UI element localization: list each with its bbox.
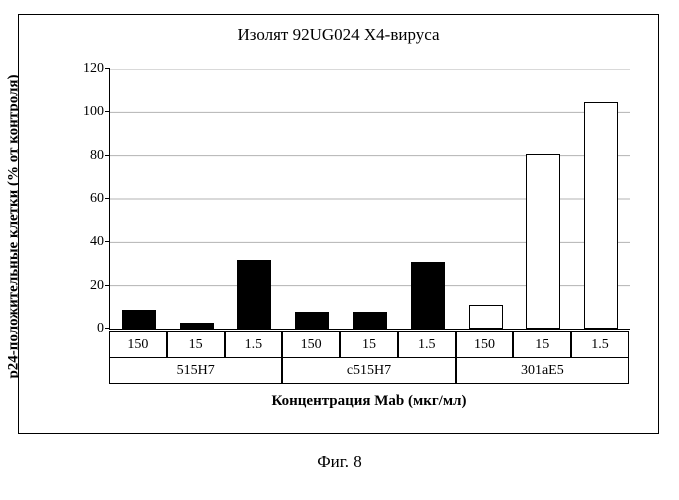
y-tick-label: 100 bbox=[74, 104, 104, 120]
concentration-cell: 15 bbox=[513, 331, 571, 358]
bar bbox=[469, 305, 503, 329]
bar bbox=[584, 102, 618, 330]
bar bbox=[122, 310, 156, 330]
category-row-concentration: 150151.5150151.5150151.5 bbox=[109, 331, 629, 358]
bar bbox=[353, 312, 387, 329]
plot-area: 020406080100120 bbox=[109, 69, 630, 330]
group-cell: 515H7 bbox=[109, 358, 282, 384]
chart-frame: Изолят 92UG024 X4-вируса 020406080100120… bbox=[18, 14, 659, 434]
y-tick-mark bbox=[105, 285, 110, 286]
y-tick-label: 0 bbox=[74, 321, 104, 337]
y-tick-mark bbox=[105, 198, 110, 199]
y-tick-mark bbox=[105, 328, 110, 329]
bar bbox=[526, 154, 560, 330]
y-tick-label: 40 bbox=[74, 234, 104, 250]
concentration-cell: 1.5 bbox=[398, 331, 456, 358]
y-tick-mark bbox=[105, 111, 110, 112]
group-cell: 301aE5 bbox=[456, 358, 629, 384]
concentration-cell: 1.5 bbox=[225, 331, 283, 358]
concentration-cell: 150 bbox=[456, 331, 514, 358]
y-tick-mark bbox=[105, 241, 110, 242]
concentration-cell: 15 bbox=[167, 331, 225, 358]
concentration-cell: 15 bbox=[340, 331, 398, 358]
y-tick-mark bbox=[105, 155, 110, 156]
category-row-group: 515H7c515H7301aE5 bbox=[109, 358, 629, 384]
figure-caption: Фиг. 8 bbox=[0, 452, 679, 472]
bar bbox=[237, 260, 271, 329]
y-tick-label: 80 bbox=[74, 148, 104, 164]
bar bbox=[411, 262, 445, 329]
y-tick-label: 60 bbox=[74, 191, 104, 207]
concentration-cell: 150 bbox=[109, 331, 167, 358]
concentration-cell: 1.5 bbox=[571, 331, 629, 358]
group-cell: c515H7 bbox=[282, 358, 455, 384]
y-tick-label: 120 bbox=[74, 61, 104, 77]
bar bbox=[295, 312, 329, 329]
bar bbox=[180, 323, 214, 330]
concentration-cell: 150 bbox=[282, 331, 340, 358]
y-tick-label: 20 bbox=[74, 278, 104, 294]
chart-title: Изолят 92UG024 X4-вируса bbox=[19, 25, 658, 45]
x-axis-title: Концентрация Mab (мкг/мл) bbox=[109, 393, 629, 410]
y-tick-mark bbox=[105, 68, 110, 69]
